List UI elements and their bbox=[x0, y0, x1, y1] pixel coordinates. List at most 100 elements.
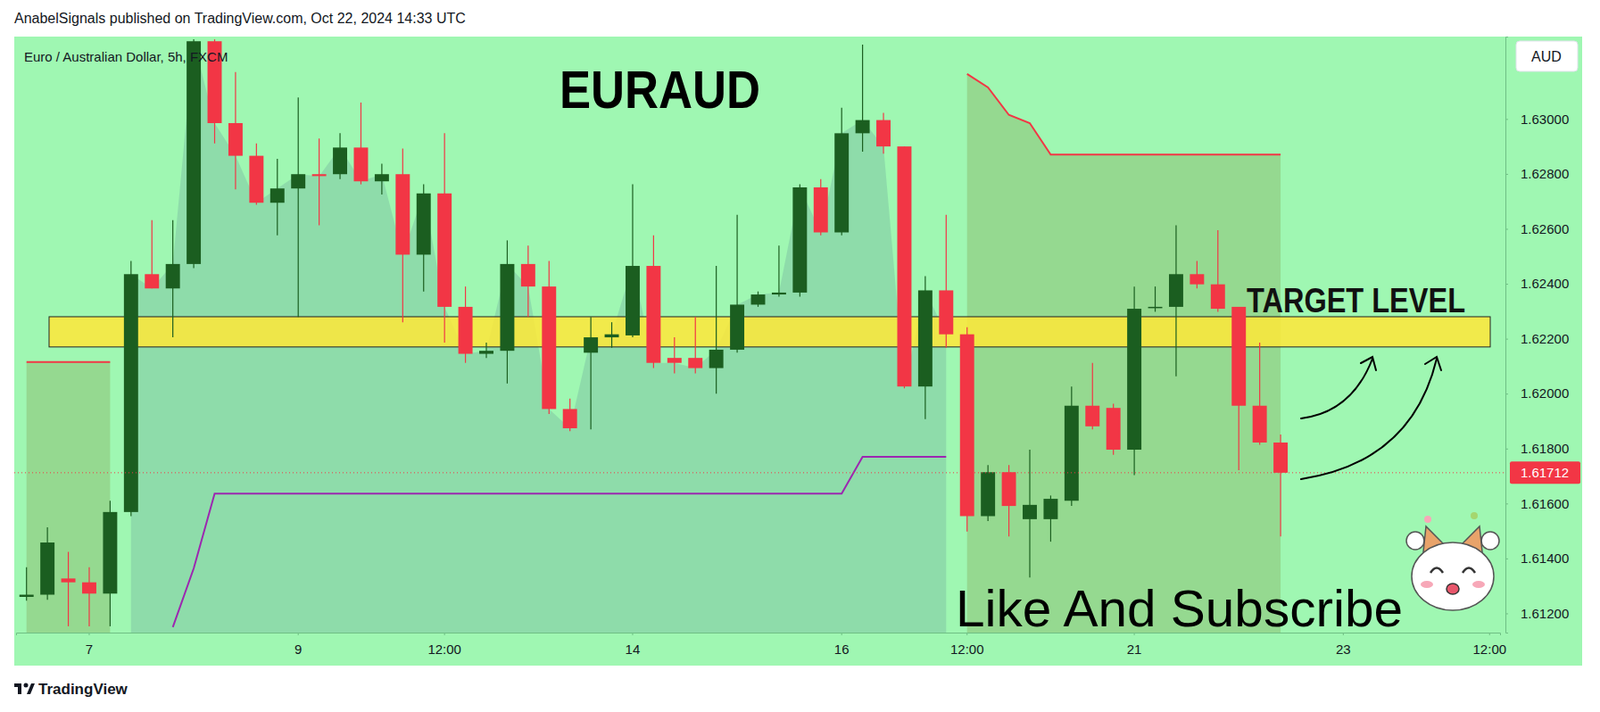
candle-body bbox=[1106, 407, 1121, 450]
candle bbox=[1273, 434, 1288, 537]
candle bbox=[19, 567, 34, 602]
candle-body bbox=[751, 294, 766, 305]
y-tick: 1.62600 bbox=[1505, 221, 1569, 237]
arrow-head bbox=[1425, 356, 1442, 371]
candle bbox=[980, 464, 995, 522]
candle-body bbox=[437, 193, 452, 307]
candle bbox=[82, 567, 97, 627]
candle bbox=[813, 179, 829, 236]
currency-box bbox=[1516, 41, 1578, 72]
candle bbox=[938, 215, 954, 349]
candle bbox=[165, 220, 181, 338]
x-tick-label: 23 bbox=[1335, 641, 1352, 657]
candle-body bbox=[1189, 273, 1204, 284]
y-tick-label: 1.61600 bbox=[1520, 496, 1569, 512]
candle bbox=[771, 245, 787, 297]
candle bbox=[1002, 464, 1017, 537]
cat-flower bbox=[1424, 515, 1432, 523]
candle bbox=[395, 149, 410, 324]
candle bbox=[1168, 224, 1184, 376]
candle-body bbox=[458, 306, 473, 355]
y-tick: 1.61800 bbox=[1505, 440, 1569, 456]
candle bbox=[896, 146, 912, 389]
y-tick: 1.61600 bbox=[1505, 496, 1569, 512]
candle bbox=[855, 44, 871, 152]
candle bbox=[144, 220, 159, 290]
candle bbox=[1043, 495, 1058, 542]
candle bbox=[1022, 449, 1037, 578]
y-tick: 1.62000 bbox=[1505, 385, 1569, 401]
candle-body bbox=[416, 193, 432, 256]
y-tick-label: 1.62800 bbox=[1520, 165, 1569, 182]
candle-body bbox=[541, 286, 556, 409]
footer: TradingView bbox=[14, 680, 129, 698]
candle bbox=[458, 286, 473, 364]
candle-body bbox=[521, 264, 536, 287]
candle-body bbox=[855, 120, 871, 134]
last-price-line bbox=[14, 472, 1506, 473]
candle-wick bbox=[67, 551, 69, 626]
candle-body bbox=[228, 123, 243, 157]
footer-logo bbox=[17, 683, 22, 695]
candle-body bbox=[40, 542, 55, 595]
candle-body bbox=[1210, 284, 1226, 309]
indicator-area bbox=[26, 74, 1281, 633]
candle-wick bbox=[715, 265, 717, 394]
texts: AnabelSignals published on TradingView.c… bbox=[14, 10, 1581, 638]
candle bbox=[499, 240, 514, 383]
candle-body bbox=[605, 334, 620, 338]
candle bbox=[1085, 363, 1100, 430]
candle-body bbox=[144, 273, 159, 289]
candle-body bbox=[1002, 472, 1017, 506]
candle-body bbox=[1148, 306, 1163, 309]
x-tick: 12:00 bbox=[1473, 632, 1508, 657]
candle-body bbox=[938, 290, 954, 334]
candle-body bbox=[1168, 273, 1184, 307]
candle bbox=[186, 39, 201, 268]
candle-body bbox=[834, 132, 849, 233]
candle bbox=[61, 551, 76, 626]
y-tick-mark bbox=[1505, 448, 1509, 450]
y-tick-label: 1.62200 bbox=[1520, 331, 1569, 347]
x-tick-mark bbox=[1489, 632, 1491, 636]
candle-body bbox=[332, 147, 348, 175]
candle bbox=[729, 215, 745, 354]
y-tick-mark bbox=[1505, 174, 1509, 175]
candle bbox=[1148, 286, 1163, 312]
y-tick-mark bbox=[1505, 393, 1509, 395]
x-tick-label: 12:00 bbox=[1473, 641, 1508, 657]
y-tick: 1.63000 bbox=[1505, 111, 1569, 127]
y-tick: 1.61400 bbox=[1505, 550, 1569, 566]
y-tick: 1.62200 bbox=[1505, 331, 1569, 347]
title: EURAUD bbox=[559, 59, 761, 120]
candle bbox=[709, 265, 724, 394]
cat-head bbox=[1411, 542, 1494, 611]
candle-body bbox=[1127, 308, 1142, 450]
cat-cheek bbox=[1420, 580, 1434, 589]
candle bbox=[102, 500, 117, 627]
candle-body bbox=[688, 357, 703, 368]
candle bbox=[437, 132, 452, 343]
candle bbox=[583, 316, 598, 430]
candle-wick bbox=[862, 44, 863, 152]
candle-body bbox=[1273, 442, 1288, 473]
x-tick: 12:00 bbox=[427, 632, 462, 657]
y-tick-mark bbox=[1505, 503, 1509, 505]
candle bbox=[667, 337, 682, 374]
y-tick-label: 1.63000 bbox=[1520, 111, 1569, 127]
arrow bbox=[1301, 358, 1373, 419]
candle bbox=[354, 102, 369, 185]
candle bbox=[751, 291, 766, 307]
candle-body bbox=[813, 187, 829, 233]
candles bbox=[19, 39, 1288, 627]
candle-body bbox=[771, 292, 787, 295]
y-tick-label: 1.62400 bbox=[1520, 275, 1569, 291]
target-zone bbox=[49, 316, 1491, 348]
candle bbox=[541, 261, 556, 415]
candle-body bbox=[980, 472, 995, 516]
candle bbox=[1106, 404, 1121, 456]
y-tick: 1.62800 bbox=[1505, 165, 1569, 182]
cat-eye bbox=[1462, 568, 1476, 574]
candle-body bbox=[646, 265, 661, 364]
candle-body bbox=[1022, 505, 1037, 520]
